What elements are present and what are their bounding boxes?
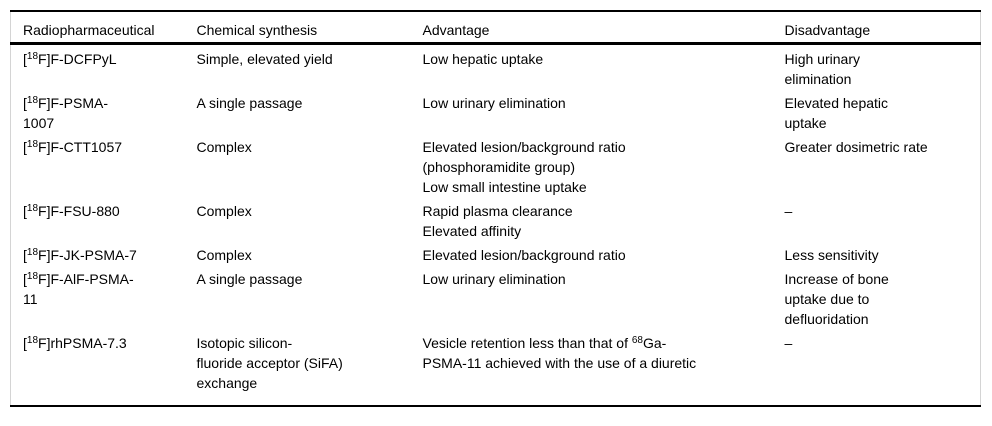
- cell-radiopharmaceutical: [18F]F-AlF-PSMA- 11: [23, 271, 134, 307]
- cell-radiopharmaceutical: [18F]F-DCFPyL: [23, 51, 117, 67]
- table-header-row: Radiopharmaceutical Chemical synthesis A…: [10, 11, 981, 45]
- cell-chemical-synthesis: Complex: [196, 203, 252, 219]
- cell-disadvantage: Less sensitivity: [784, 247, 879, 263]
- cell-disadvantage: Elevated hepatic uptake: [784, 95, 889, 131]
- table-row: [18F]F-CTT1057 Complex Elevated lesion/b…: [11, 133, 981, 197]
- table-row: [18F]F-PSMA- 1007 A single passage Low ur…: [11, 89, 981, 133]
- table-row: [18F]F-DCFPyL Simple, elevated yield Low…: [11, 44, 981, 90]
- radiopharmaceutical-comparison-table: Radiopharmaceutical Chemical synthesis A…: [10, 10, 981, 407]
- cell-disadvantage: –: [784, 335, 793, 351]
- column-header-radiopharmaceutical: Radiopharmaceutical: [10, 11, 185, 45]
- cell-advantage: Elevated lesion/background ratio (phospho…: [422, 139, 626, 195]
- cell-radiopharmaceutical: [18F]F-CTT1057: [23, 139, 123, 155]
- column-header-disadvantage: Disadvantage: [772, 11, 981, 45]
- cell-chemical-synthesis: A single passage: [196, 95, 303, 111]
- cell-chemical-synthesis: Complex: [196, 247, 252, 263]
- cell-disadvantage: Greater dosimetric rate: [784, 139, 928, 155]
- cell-disadvantage: –: [784, 203, 793, 219]
- cell-advantage: Low urinary elimination: [422, 271, 566, 287]
- column-header-advantage: Advantage: [410, 11, 773, 45]
- cell-disadvantage: High urinary elimination: [784, 51, 860, 87]
- cell-chemical-synthesis: Simple, elevated yield: [196, 51, 333, 67]
- cell-chemical-synthesis: Isotopic silicon-fluoride acceptor (SiFA…: [196, 335, 343, 391]
- cell-advantage: Rapid plasma clearance Elevated affinity: [422, 203, 573, 239]
- table-figure: Radiopharmaceutical Chemical synthesis A…: [10, 10, 981, 407]
- cell-radiopharmaceutical: [18F]F-FSU-880: [23, 203, 120, 219]
- cell-chemical-synthesis: A single passage: [196, 271, 303, 287]
- cell-advantage: Vesicle retention less than that of 68Ga…: [422, 335, 697, 371]
- column-header-chemical-synthesis: Chemical synthesis: [184, 11, 411, 45]
- cell-radiopharmaceutical: [18F]F-PSMA- 1007: [23, 95, 109, 131]
- table-row: [18F]rhPSMA-7.3 Isotopic silicon-fluorid…: [11, 329, 981, 406]
- table-row: [18F]F-AlF-PSMA- 11 A single passage Low …: [11, 265, 981, 329]
- cell-advantage: Elevated lesion/background ratio: [422, 247, 626, 263]
- cell-advantage: Low urinary elimination: [422, 95, 566, 111]
- table-row: [18F]F-JK-PSMA-7 Complex Elevated lesion…: [11, 241, 981, 265]
- cell-disadvantage: Increase of bone uptake due to defluoridat…: [784, 271, 889, 327]
- cell-radiopharmaceutical: [18F]F-JK-PSMA-7: [23, 247, 137, 263]
- cell-chemical-synthesis: Complex: [196, 139, 252, 155]
- cell-radiopharmaceutical: [18F]rhPSMA-7.3: [23, 335, 127, 351]
- cell-advantage: Low hepatic uptake: [422, 51, 544, 67]
- table-row: [18F]F-FSU-880 Complex Rapid plasma clea…: [11, 197, 981, 241]
